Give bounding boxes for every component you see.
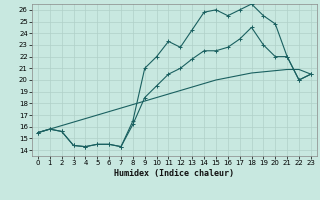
X-axis label: Humidex (Indice chaleur): Humidex (Indice chaleur) <box>115 169 234 178</box>
